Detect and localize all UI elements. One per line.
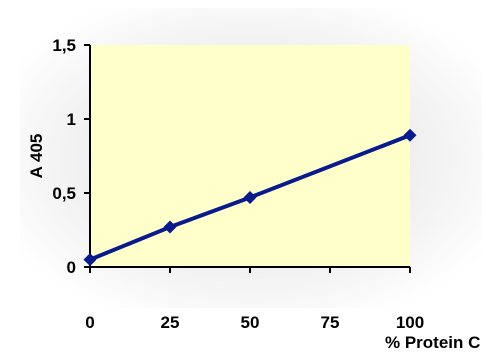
x-tick-label: 50 bbox=[241, 313, 260, 332]
data-point-marker bbox=[163, 220, 177, 234]
data-point-marker bbox=[243, 190, 257, 204]
x-tick-label: 25 bbox=[161, 313, 180, 332]
y-tick-label: 0,5 bbox=[52, 184, 76, 203]
tick-labels: 0 0,5 1 1,5 0 25 50 75 100 bbox=[52, 36, 424, 332]
data-point-marker bbox=[83, 253, 97, 267]
x-tick-label: 100 bbox=[396, 313, 424, 332]
y-tick-label: 0 bbox=[67, 258, 76, 277]
y-tick-label: 1 bbox=[67, 110, 76, 129]
x-axis-title: % Protein C bbox=[385, 333, 480, 352]
y-tick-label: 1,5 bbox=[52, 36, 76, 55]
series-group bbox=[83, 128, 417, 267]
series-line bbox=[88, 133, 412, 262]
x-tick-label: 0 bbox=[85, 313, 94, 332]
y-axis-title: A 405 bbox=[27, 134, 46, 179]
data-point-marker bbox=[403, 128, 417, 142]
x-tick-label: 75 bbox=[321, 313, 340, 332]
ticks bbox=[84, 44, 411, 273]
